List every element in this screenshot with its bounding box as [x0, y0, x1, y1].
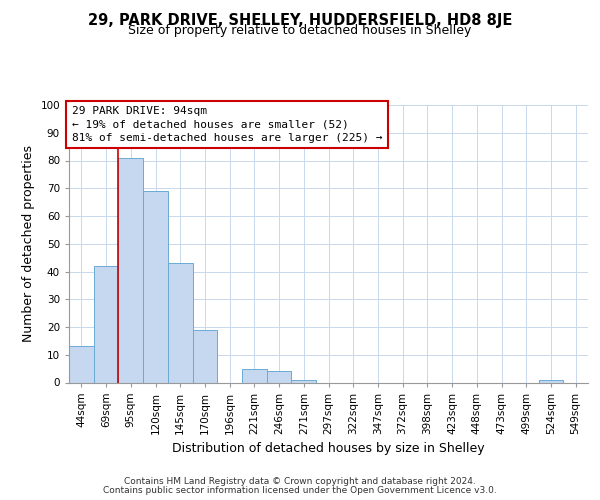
Bar [143, 191, 168, 382]
Bar [94, 266, 118, 382]
Bar [267, 372, 292, 382]
Bar [242, 368, 267, 382]
Bar [193, 330, 217, 382]
Bar [539, 380, 563, 382]
Bar [69, 346, 94, 382]
Text: Contains HM Land Registry data © Crown copyright and database right 2024.: Contains HM Land Registry data © Crown c… [124, 477, 476, 486]
Bar [118, 158, 143, 382]
Bar [168, 263, 193, 382]
Bar [292, 380, 316, 382]
Text: Size of property relative to detached houses in Shelley: Size of property relative to detached ho… [128, 24, 472, 37]
Text: 29, PARK DRIVE, SHELLEY, HUDDERSFIELD, HD8 8JE: 29, PARK DRIVE, SHELLEY, HUDDERSFIELD, H… [88, 12, 512, 28]
Text: 29 PARK DRIVE: 94sqm
← 19% of detached houses are smaller (52)
81% of semi-detac: 29 PARK DRIVE: 94sqm ← 19% of detached h… [71, 106, 382, 143]
Text: Contains public sector information licensed under the Open Government Licence v3: Contains public sector information licen… [103, 486, 497, 495]
Y-axis label: Number of detached properties: Number of detached properties [22, 145, 35, 342]
X-axis label: Distribution of detached houses by size in Shelley: Distribution of detached houses by size … [172, 442, 485, 455]
